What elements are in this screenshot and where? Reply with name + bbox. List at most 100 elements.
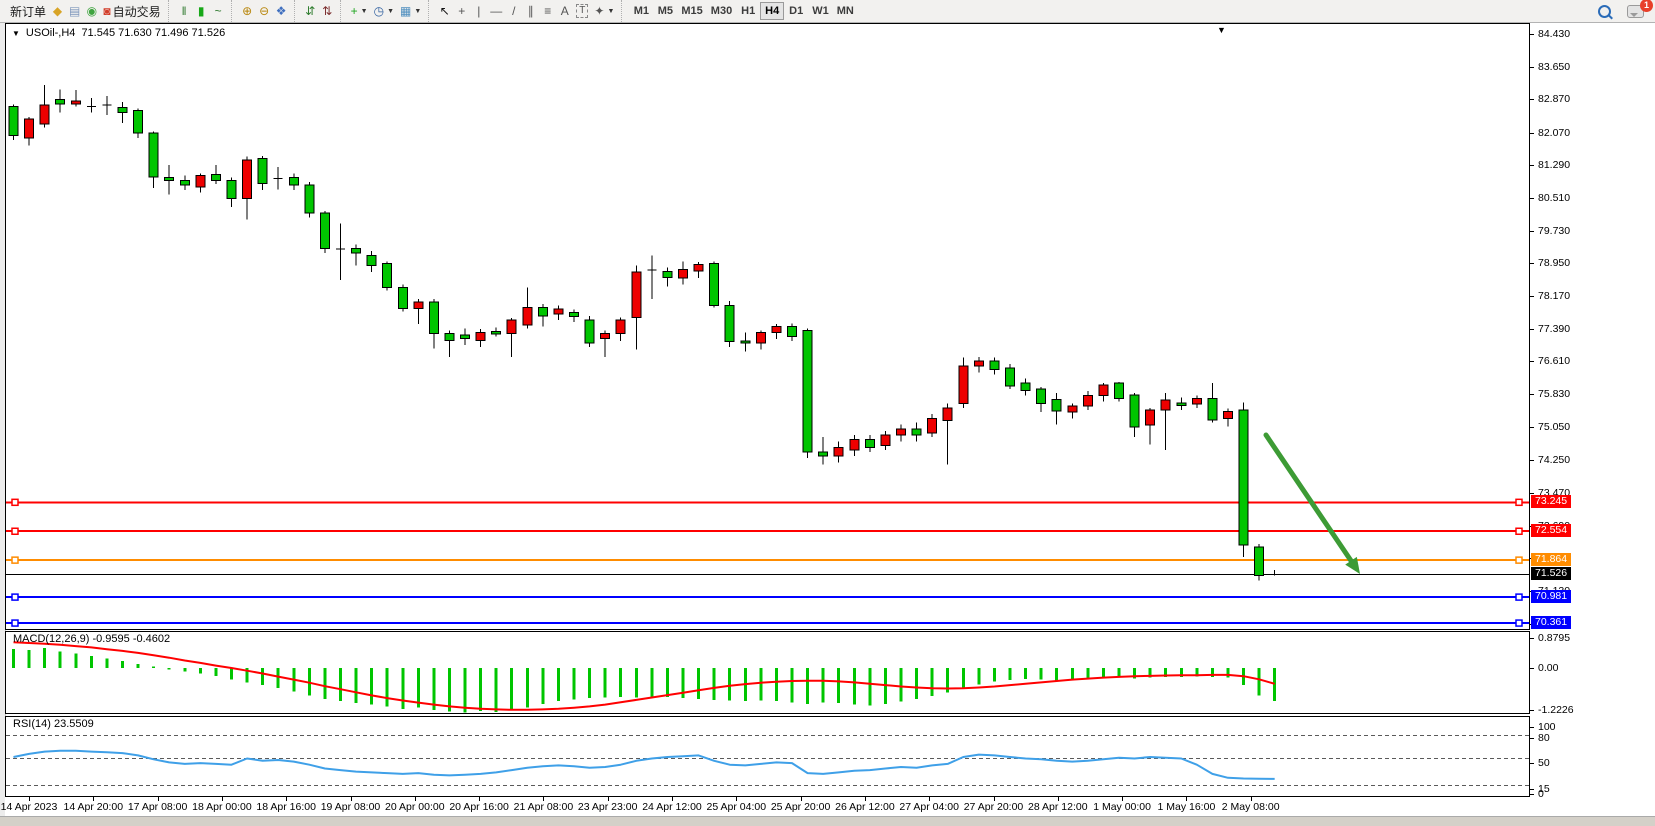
price-line-label: 73.245 bbox=[1531, 495, 1572, 509]
terminal-icon[interactable]: ▤ bbox=[66, 2, 83, 20]
new-order-button-label: 新订单 bbox=[10, 4, 47, 19]
text-label-icon-glyph: T bbox=[576, 4, 589, 18]
ohlc-bars-icon-glyph: ǁ bbox=[181, 4, 187, 18]
magnifier-glyph bbox=[1598, 4, 1611, 18]
time-tick-mark bbox=[993, 797, 995, 801]
line-chart-icon-glyph: ~ bbox=[214, 4, 222, 18]
rsi-tick-mark bbox=[1530, 794, 1534, 795]
price-tick-mark bbox=[1530, 165, 1534, 167]
cursor-icon[interactable]: ↖ bbox=[436, 2, 453, 20]
period-clock-icon-caret[interactable]: ▼ bbox=[387, 7, 394, 15]
timeframe-m5[interactable]: M5 bbox=[653, 2, 677, 20]
price-tick-mark bbox=[1530, 460, 1534, 462]
timeframe-m1[interactable]: M1 bbox=[629, 2, 653, 20]
horizontal-line-icon[interactable]: — bbox=[487, 2, 505, 20]
text-icon-glyph: A bbox=[560, 4, 569, 18]
macd-pane[interactable]: MACD(12,26,9) -0.9595 -0.4602 bbox=[5, 631, 1530, 714]
main-chart-pane[interactable]: ▼ USOil-,H4 71.545 71.630 71.496 71.526 … bbox=[5, 23, 1530, 630]
channel-icon[interactable]: ∥ bbox=[522, 2, 539, 20]
macd-tick-mark bbox=[1530, 668, 1534, 669]
time-tick-mark bbox=[736, 797, 738, 801]
time-tick-mark bbox=[1122, 797, 1124, 801]
price-tick-mark bbox=[1530, 198, 1534, 200]
timeframe-m15[interactable]: M15 bbox=[677, 2, 706, 20]
price-tick-label: 82.070 bbox=[1538, 126, 1571, 139]
macd-canvas[interactable] bbox=[6, 632, 1529, 713]
macd-tick-label: 0.00 bbox=[1538, 662, 1559, 674]
search-icon[interactable] bbox=[1595, 2, 1614, 20]
text-label-icon[interactable]: T bbox=[573, 2, 591, 20]
price-tick-mark bbox=[1530, 66, 1534, 68]
zoom-out-icon[interactable]: ⊖ bbox=[256, 2, 273, 20]
price-tick-mark bbox=[1530, 296, 1534, 298]
vertical-line-icon[interactable]: | bbox=[470, 2, 487, 20]
timeframe-h1[interactable]: H1 bbox=[736, 2, 760, 20]
chat-icon[interactable]: 1 bbox=[1624, 0, 1653, 20]
zoom-in-icon-glyph: ⊕ bbox=[242, 4, 253, 18]
time-axis[interactable]: 14 Apr 2023 14 Apr 20:00 17 Apr 08:00 18 Ap… bbox=[1, 797, 1530, 816]
price-tick-label: 74.250 bbox=[1538, 454, 1571, 467]
market-watch-icon-glyph: ◆ bbox=[52, 4, 63, 18]
template-icon[interactable]: ▦ ▼ bbox=[397, 2, 424, 20]
rsi-tick-mark bbox=[1530, 763, 1534, 764]
time-tick-label: 28 Apr 12:00 bbox=[1028, 801, 1088, 813]
template-icon-glyph: ▦ bbox=[400, 4, 412, 18]
template-icon-caret[interactable]: ▼ bbox=[414, 7, 422, 15]
ohlc-bars-icon[interactable]: ǁ bbox=[176, 2, 193, 20]
market-watch-icon[interactable]: ◆ bbox=[49, 2, 66, 20]
bottom-strip bbox=[0, 816, 1655, 826]
time-tick-label: 20 Apr 16:00 bbox=[449, 801, 509, 813]
main-chart-canvas[interactable] bbox=[6, 24, 1529, 629]
time-tick-mark bbox=[479, 797, 481, 801]
time-tick-mark bbox=[543, 797, 545, 801]
price-line-label: 70.981 bbox=[1531, 590, 1572, 604]
timeframe-d1[interactable]: D1 bbox=[784, 2, 808, 20]
crosshair-icon-glyph: + bbox=[458, 4, 466, 18]
time-tick-mark bbox=[414, 797, 416, 801]
shapes-icon[interactable]: ✦ ▼ bbox=[591, 2, 617, 20]
timeframe-h4[interactable]: H4 bbox=[760, 2, 785, 20]
new-order-button[interactable]: 新订单 bbox=[7, 2, 49, 20]
auto-trading-button[interactable]: ◙ 自动交易 bbox=[100, 2, 163, 20]
time-tick-label: 1 May 00:00 bbox=[1093, 801, 1151, 813]
text-icon[interactable]: A bbox=[556, 2, 573, 20]
window-menu-icon[interactable]: ▼ bbox=[12, 28, 20, 38]
price-tick-label: 78.950 bbox=[1538, 257, 1571, 270]
zoom-out-icon-glyph: ⊖ bbox=[259, 4, 270, 18]
price-tick-label: 82.870 bbox=[1538, 93, 1571, 106]
arrange-up-icon[interactable]: ⇵ bbox=[302, 2, 319, 20]
tile-windows-icon[interactable]: ❖ bbox=[273, 2, 290, 20]
period-clock-icon[interactable]: ◷ ▼ bbox=[371, 2, 397, 20]
price-tick-label: 83.650 bbox=[1538, 60, 1571, 73]
signal-icon[interactable]: ◉ bbox=[83, 2, 100, 20]
candlestick-icon[interactable]: ▮ bbox=[193, 2, 210, 20]
add-indicator-icon[interactable]: + ▼ bbox=[348, 2, 371, 20]
shapes-icon-caret[interactable]: ▼ bbox=[607, 7, 615, 15]
rsi-tick-mark bbox=[1530, 727, 1534, 728]
arrange-down-icon[interactable]: ⇅ bbox=[319, 2, 336, 20]
rsi-label: RSI(14) 23.5509 bbox=[13, 718, 94, 730]
price-tick-mark bbox=[1530, 328, 1534, 330]
price-tick-label: 79.730 bbox=[1538, 224, 1571, 237]
fibonacci-icon[interactable]: ≡ bbox=[539, 2, 556, 20]
arrange-down-icon-glyph: ⇅ bbox=[322, 4, 333, 18]
rsi-canvas[interactable] bbox=[6, 717, 1529, 796]
chart-title: ▼ USOil-,H4 71.545 71.630 71.496 71.526 bbox=[12, 27, 225, 39]
rsi-tick-label: 50 bbox=[1538, 757, 1550, 769]
auto-trading-button-glyph: ◙ bbox=[103, 4, 111, 18]
crosshair-icon[interactable]: + bbox=[453, 2, 470, 20]
rsi-pane[interactable]: RSI(14) 23.5509 bbox=[5, 716, 1530, 797]
timeframe-w1[interactable]: W1 bbox=[808, 2, 833, 20]
timeframe-m30[interactable]: M30 bbox=[707, 2, 736, 20]
chart-window: ▼ USOil-,H4 71.545 71.630 71.496 71.526 … bbox=[0, 22, 1655, 826]
add-indicator-icon-caret[interactable]: ▼ bbox=[360, 7, 368, 15]
timeframe-mn[interactable]: MN bbox=[833, 2, 858, 20]
notification-badge: 1 bbox=[1640, 0, 1653, 12]
price-tick-mark bbox=[1530, 99, 1534, 101]
price-tick-label: 76.610 bbox=[1538, 355, 1571, 368]
toolbar-right: 1 bbox=[1595, 0, 1653, 22]
zoom-in-icon[interactable]: ⊕ bbox=[239, 2, 256, 20]
line-chart-icon[interactable]: ~ bbox=[210, 2, 227, 20]
trendline-icon[interactable]: / bbox=[505, 2, 522, 20]
price-axis[interactable]: 84.430 83.650 82.870 82.070 81.290 80.510 79.7… bbox=[1530, 22, 1655, 826]
